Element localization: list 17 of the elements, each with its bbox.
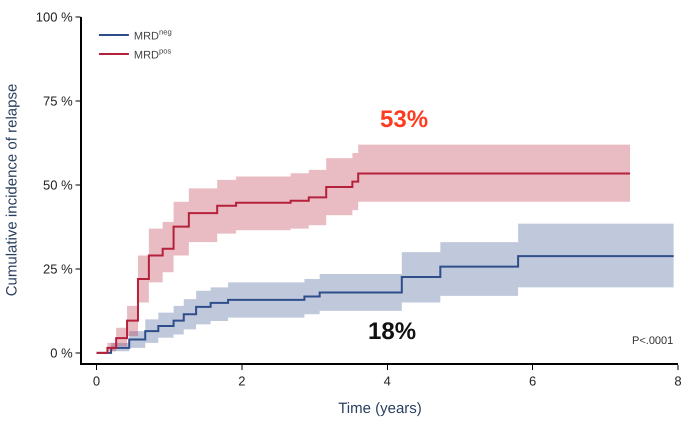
y-tick-label: 0 % xyxy=(50,345,74,360)
y-tick-label: 50 % xyxy=(43,178,74,193)
annotation: 53% xyxy=(380,106,428,133)
x-tick-label: 6 xyxy=(529,373,536,388)
x-tick-label: 4 xyxy=(384,373,391,388)
annotation: P<.0001 xyxy=(632,335,674,347)
annotation: 18% xyxy=(368,318,416,345)
y-tick-label: 25 % xyxy=(43,261,74,276)
y-tick-label: 75 % xyxy=(43,94,74,109)
x-tick-label: 0 xyxy=(92,373,100,388)
y-axis-title: Cumulative incidence of relapse xyxy=(4,84,21,296)
legend-label: MRD$^{neg}$ xyxy=(134,28,172,42)
x-tick-label: 8 xyxy=(674,373,682,388)
x-axis-title: Time (years) xyxy=(338,400,422,417)
legend-label: MRD$^{pos}$ xyxy=(134,46,172,62)
y-tick-label: 100 % xyxy=(36,10,74,25)
x-tick-label: 2 xyxy=(238,373,246,388)
